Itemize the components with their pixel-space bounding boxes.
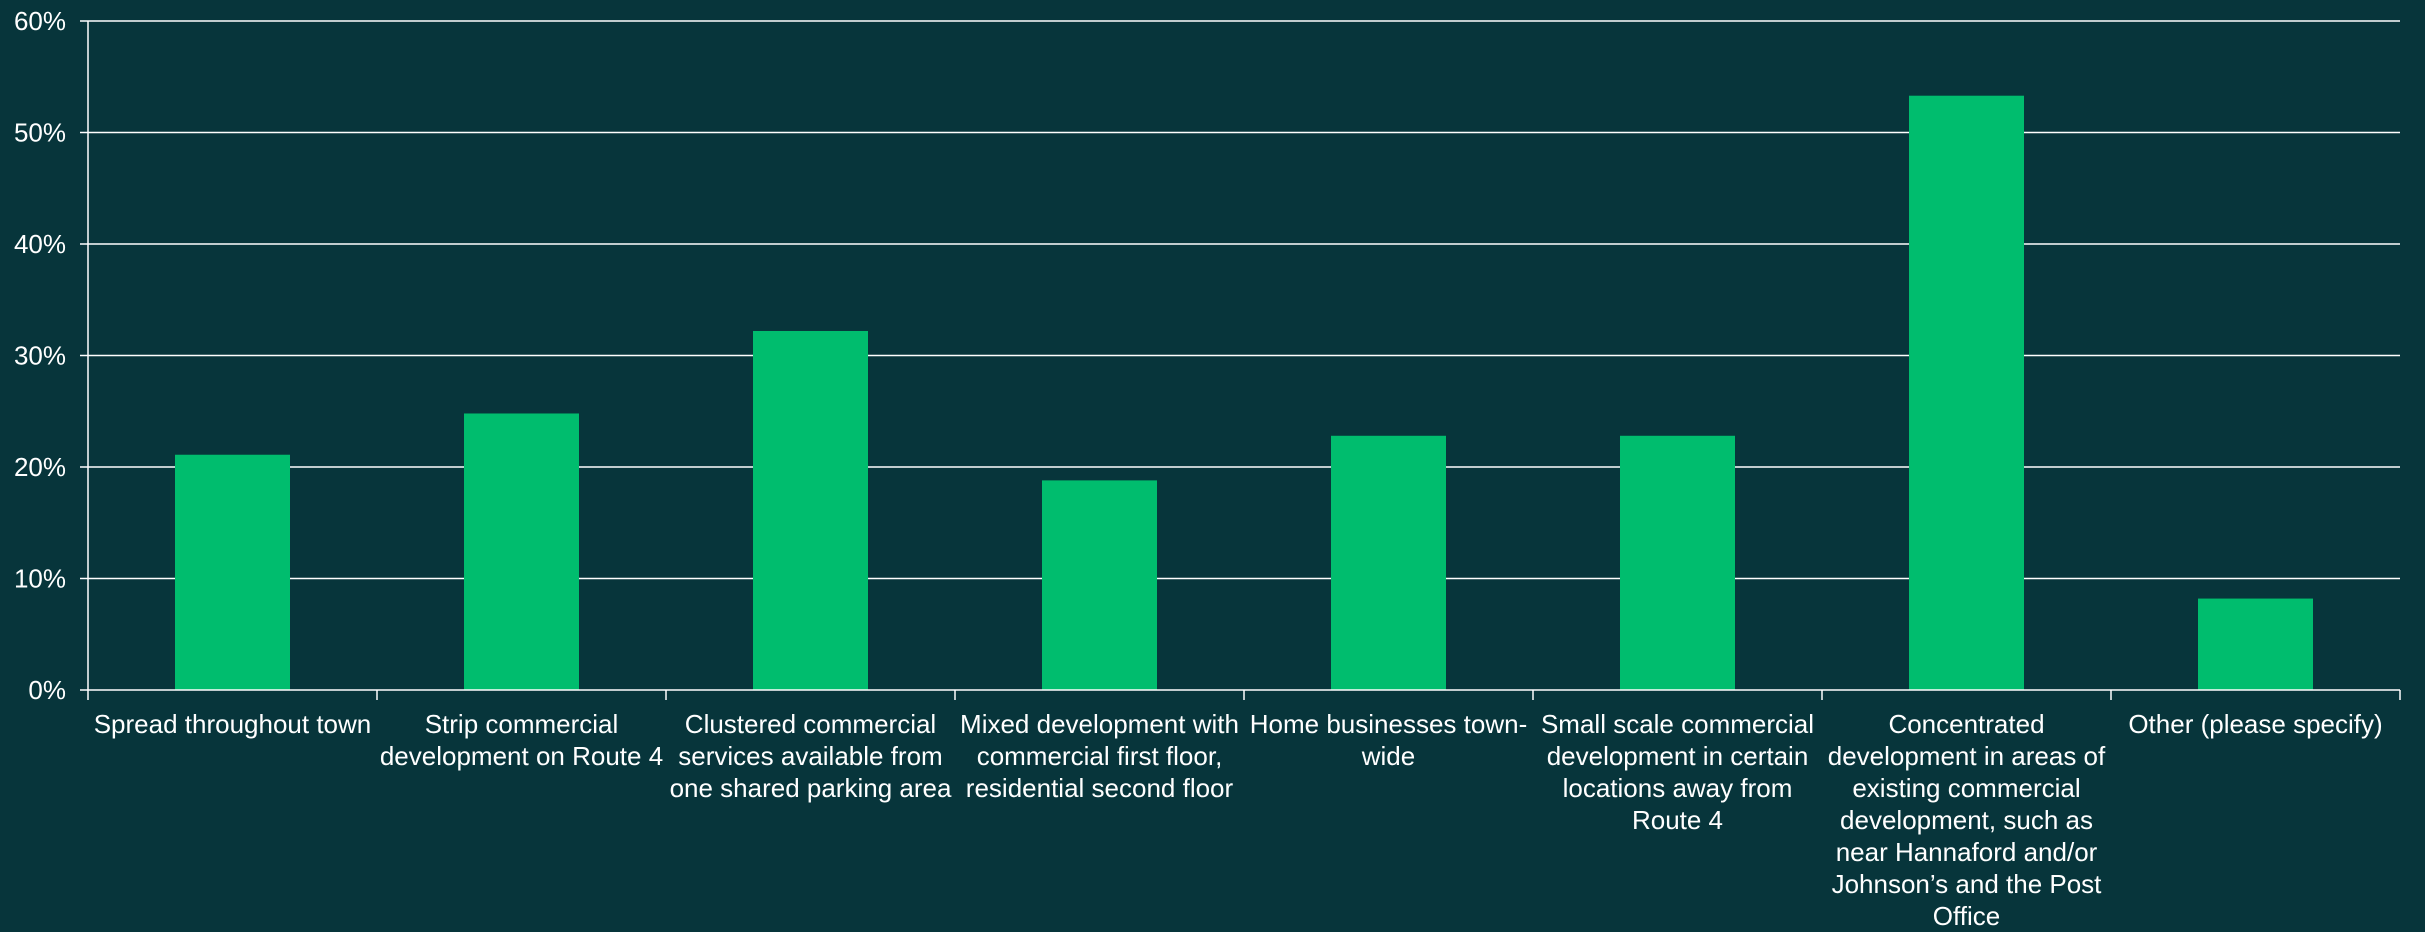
x-tick-label: Concentrated development in areas of exi… bbox=[1827, 709, 2106, 931]
bar bbox=[1620, 435, 1735, 690]
y-tick-label: 20% bbox=[14, 452, 66, 482]
x-tick-label: Other (please specify) bbox=[2128, 709, 2383, 739]
x-tick-label: Mixed development with commercial first … bbox=[960, 709, 1239, 803]
axes bbox=[80, 20, 2401, 700]
y-tick-labels: 0% 10% 20% 30% 40% 50% 60% bbox=[14, 6, 66, 705]
bar bbox=[753, 330, 868, 690]
x-tick-label: Small scale commercial development in ce… bbox=[1540, 709, 1815, 835]
bars bbox=[175, 95, 2313, 690]
y-tick-label: 30% bbox=[14, 341, 66, 371]
bar bbox=[2198, 598, 2313, 690]
y-tick-label: 60% bbox=[14, 6, 66, 36]
y-tick-label: 0% bbox=[28, 675, 66, 705]
bar bbox=[175, 454, 290, 690]
x-tick-label: Clustered commercial services available … bbox=[669, 709, 952, 803]
y-tick-label: 40% bbox=[14, 229, 66, 259]
x-tick-label: Strip commercial development on Route 4 bbox=[379, 709, 664, 771]
x-tick-label: Spread throughout town bbox=[93, 709, 372, 739]
bar bbox=[464, 413, 579, 690]
x-tick-label: Home businesses town-wide bbox=[1249, 709, 1528, 771]
bar bbox=[1331, 435, 1446, 690]
gridlines bbox=[88, 20, 2400, 580]
bar bbox=[1909, 95, 2024, 690]
y-tick-label: 50% bbox=[14, 118, 66, 148]
y-tick-label: 10% bbox=[14, 564, 66, 594]
bar bbox=[1042, 480, 1157, 690]
